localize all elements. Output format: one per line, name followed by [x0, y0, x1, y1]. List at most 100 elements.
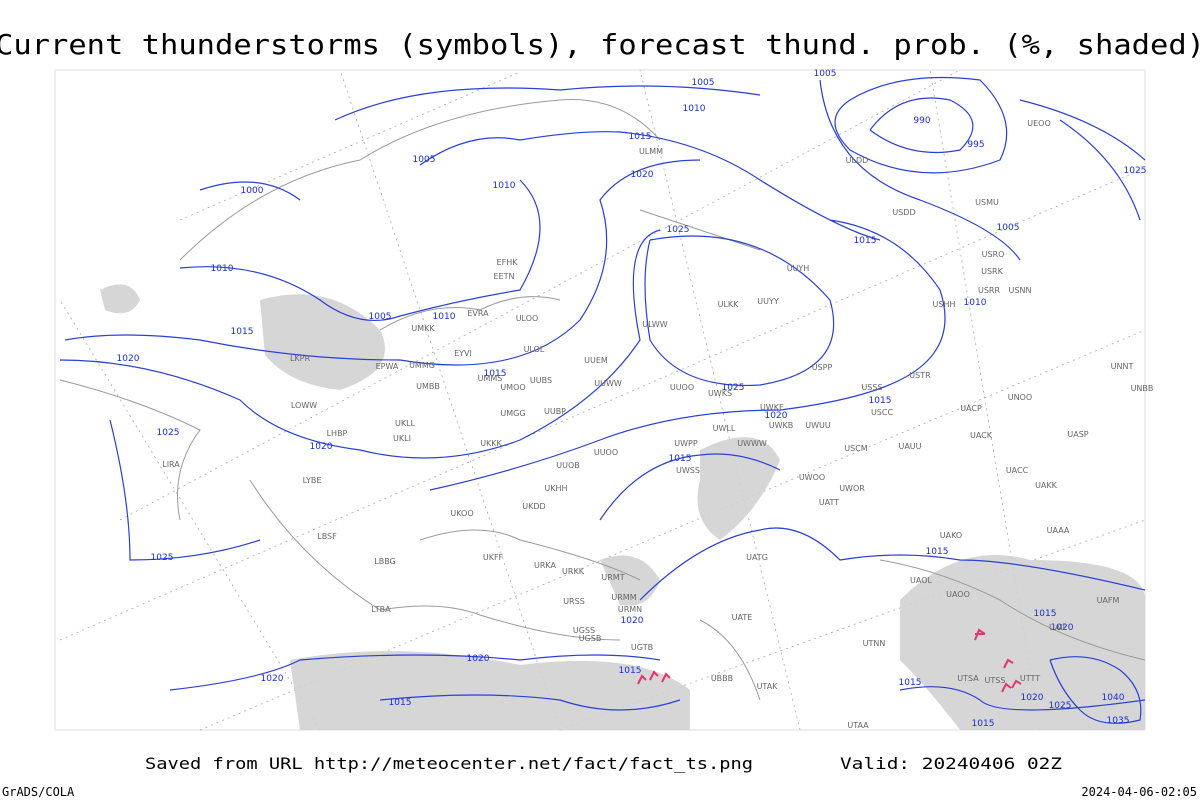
- station-label: UWKB: [769, 421, 794, 430]
- isobar-label: 1010: [493, 181, 516, 191]
- station-label: UNOO: [1008, 393, 1032, 402]
- station-label: LYBE: [303, 476, 322, 485]
- isobar-label: 1005: [814, 69, 837, 79]
- station-label: USCM: [844, 444, 868, 453]
- graticule: [59, 69, 1146, 731]
- station-label: USCC: [871, 408, 894, 417]
- station-label: UWKS: [708, 389, 732, 398]
- station-label: UTTT: [1020, 674, 1040, 683]
- station-label: UATT: [819, 498, 839, 507]
- station-label: UWUU: [805, 421, 831, 430]
- station-label: LKPR: [290, 354, 311, 363]
- station-label: UAAA: [1047, 526, 1070, 535]
- station-label: UEOO: [1027, 119, 1051, 128]
- station-label: UATE: [732, 613, 753, 622]
- coastlines: [59, 99, 1146, 701]
- isobars: [59, 76, 1146, 724]
- station-label: USRO: [982, 250, 1005, 259]
- isobar-label: 1015: [854, 236, 877, 246]
- station-label: LHBP: [327, 429, 348, 438]
- station-label: UMGG: [500, 409, 525, 418]
- station-label: EVRA: [467, 309, 489, 318]
- station-label: UASP: [1067, 430, 1088, 439]
- station-label: UTAK: [757, 682, 779, 691]
- station-label: UATG: [746, 553, 768, 562]
- station-label: URMM: [611, 593, 636, 602]
- station-label: USRR: [978, 286, 1000, 295]
- station-label: EYVI: [454, 349, 472, 358]
- station-label: EPWA: [376, 362, 399, 371]
- isobar-label: 1005: [413, 155, 436, 165]
- isobar-label: 1015: [231, 327, 254, 337]
- isobar-label: 1025: [151, 553, 174, 563]
- station-label: UWPP: [674, 439, 698, 448]
- station-label: ULKK: [718, 300, 740, 309]
- station-label: UWWW: [737, 439, 767, 448]
- station-label: UAII: [1049, 623, 1065, 632]
- isobar-label: 1010: [964, 298, 987, 308]
- map-frame: [54, 69, 1146, 731]
- isobar-label: 990: [913, 116, 930, 126]
- isobar-label: 1025: [1049, 701, 1072, 711]
- station-label: UMBB: [416, 382, 440, 391]
- station-label: UACC: [1006, 466, 1029, 475]
- station-label: URKA: [534, 561, 557, 570]
- station-label: ULDD: [846, 156, 869, 165]
- isobar-label: 1035: [1107, 716, 1130, 726]
- station-label: UWSS: [676, 466, 700, 475]
- station-label: UTNN: [863, 639, 886, 648]
- isobar-label: 1020: [261, 674, 284, 684]
- station-label: UTAA: [847, 721, 869, 730]
- isobar-label: 1020: [631, 170, 654, 180]
- isobar-label: 1015: [869, 396, 892, 406]
- isobar-label: 1040: [1102, 693, 1125, 703]
- station-label: UBBB: [711, 674, 733, 683]
- isobar-label: 1015: [669, 454, 692, 464]
- station-label: USPP: [812, 363, 833, 372]
- isobar-label: 1020: [765, 411, 788, 421]
- station-label: UKDD: [522, 502, 545, 511]
- station-label: EETN: [494, 272, 515, 281]
- station-label: USSS: [861, 383, 882, 392]
- station-label: UUBS: [530, 376, 552, 385]
- isobar-label: 1010: [211, 264, 234, 274]
- thunderstorm-symbols: [637, 628, 1022, 693]
- station-label: UWOO: [799, 473, 825, 482]
- station-label: UTSA: [957, 674, 979, 683]
- station-label: ULOL: [524, 345, 545, 354]
- probability-shading: [100, 284, 1145, 730]
- station-label: UKFF: [483, 553, 504, 562]
- isobar-label: 1020: [467, 654, 490, 664]
- station-label: UAUU: [898, 442, 921, 451]
- saved-url: Saved from URL http://meteocenter.net/fa…: [145, 754, 753, 773]
- station-label: UACK: [970, 431, 993, 440]
- station-label: UUOB: [556, 461, 580, 470]
- station-label: URMN: [618, 605, 642, 614]
- station-label: UGTB: [631, 643, 653, 652]
- station-label: UAKO: [940, 531, 962, 540]
- title: Current thunderstorms (symbols), forecas…: [0, 28, 1200, 61]
- station-label: ULMM: [639, 147, 663, 156]
- station-label: UMMG: [409, 361, 435, 370]
- station-label: UUOO: [670, 383, 694, 392]
- station-label: USTR: [909, 371, 931, 380]
- station-label: UUYH: [787, 264, 810, 273]
- isobar-label: 1005: [997, 223, 1020, 233]
- station-label: ULOO: [516, 314, 539, 323]
- station-label: LIRA: [162, 460, 180, 469]
- station-label: USDD: [892, 208, 915, 217]
- station-label: UUWW: [594, 379, 622, 388]
- station-label: UNNT: [1111, 362, 1134, 371]
- station-label: UMKK: [411, 324, 435, 333]
- station-label: UAOO: [946, 590, 970, 599]
- station-label: UKLL: [395, 419, 416, 428]
- station-label: USNN: [1009, 286, 1032, 295]
- isobar-label: 1000: [241, 186, 264, 196]
- station-label: UWOR: [839, 484, 865, 493]
- valid-time: Valid: 20240406 02Z: [840, 754, 1062, 773]
- station-label: UGSB: [579, 634, 602, 643]
- isobar-label: 1015: [972, 719, 995, 729]
- station-label: LBSF: [317, 532, 337, 541]
- isobar-label: 1020: [1051, 623, 1074, 633]
